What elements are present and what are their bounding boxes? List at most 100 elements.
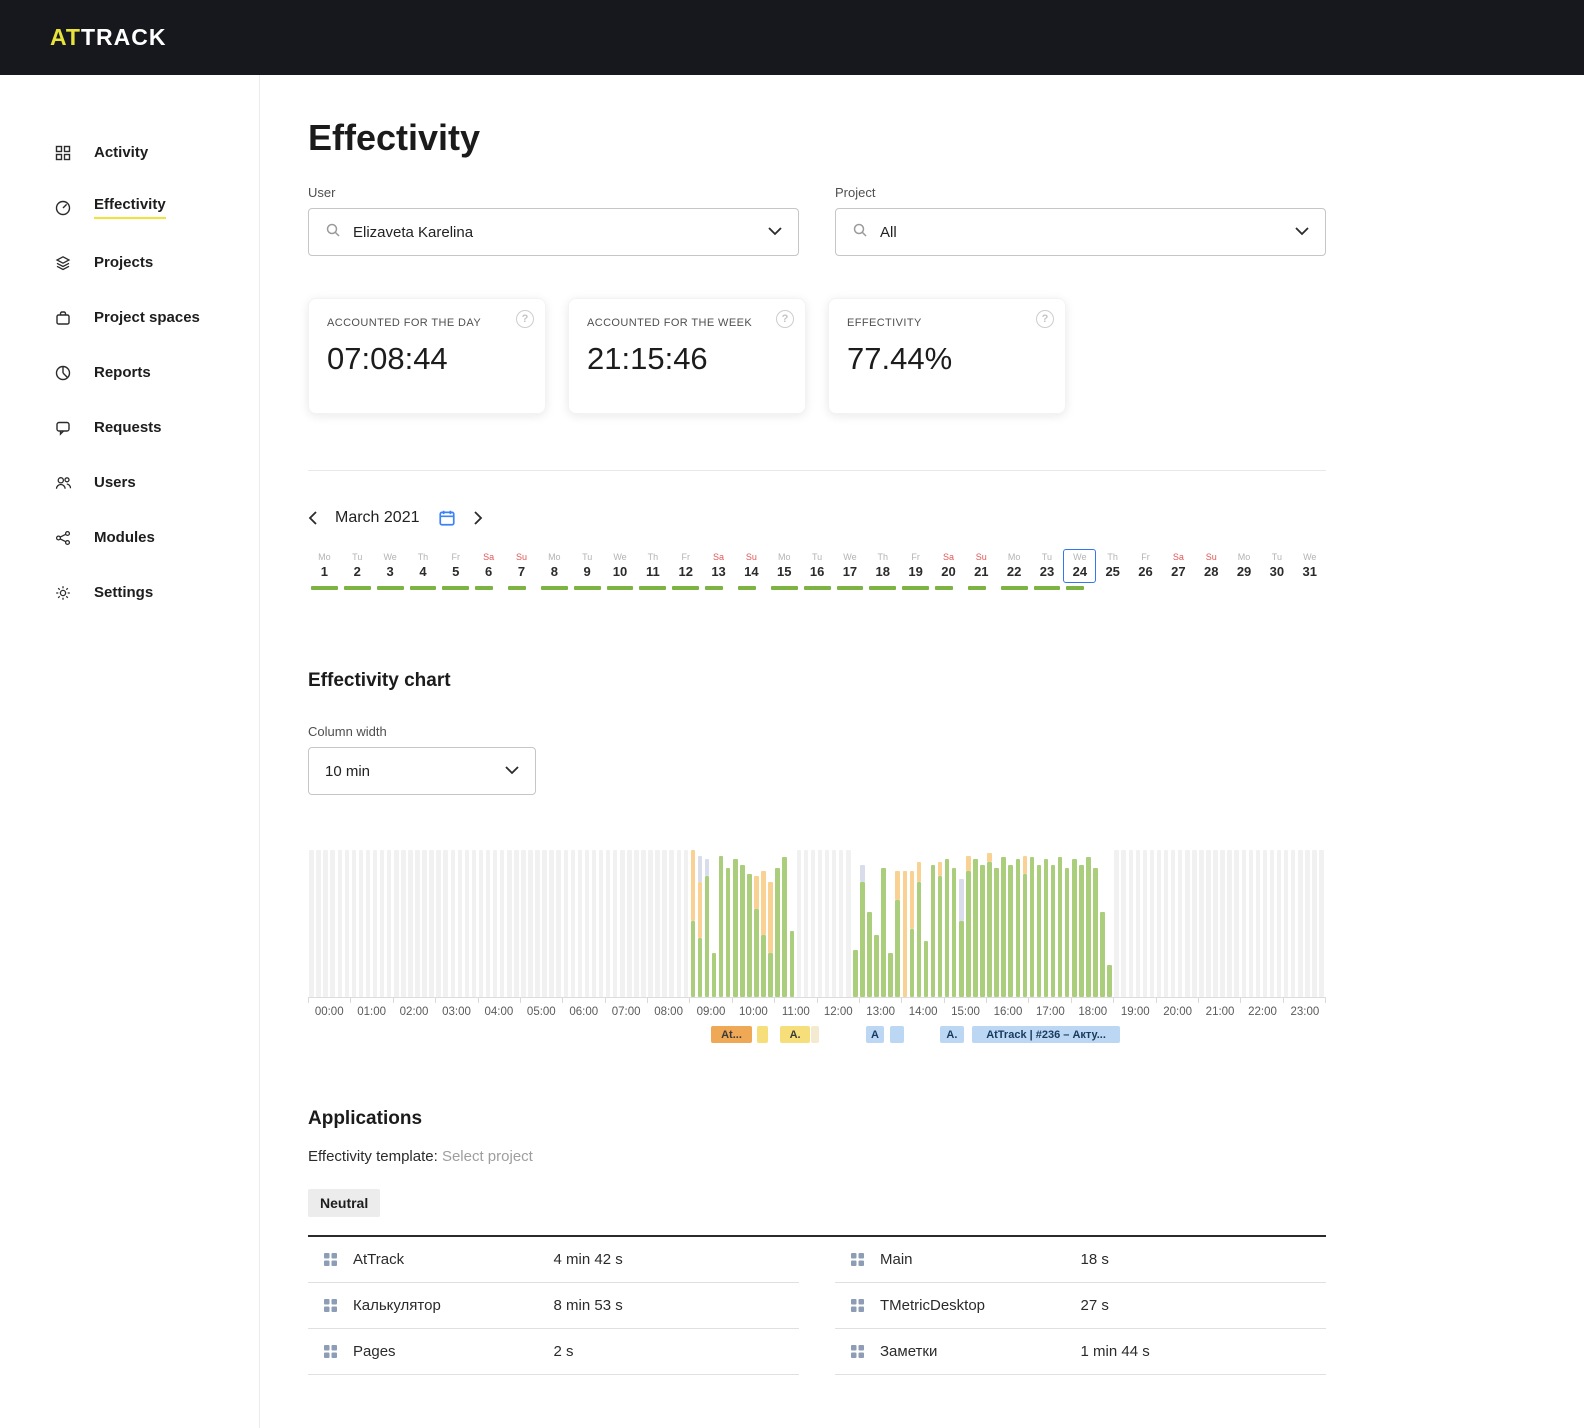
chart-bar [393,850,400,997]
timeline-task-chip[interactable] [756,1026,769,1043]
sidebar-item-project-spaces[interactable]: Project spaces [0,290,259,345]
timeline-task-chip[interactable]: At... [711,1026,752,1043]
column-width-select[interactable]: 10 min [308,747,536,795]
logo-secondary: TRACK [80,24,167,50]
chart-bar [1021,850,1028,997]
day-number: 20 [941,564,956,579]
chart-bar [478,850,485,997]
timeline-task-chip[interactable] [810,1026,820,1043]
timeline-task-chip[interactable] [890,1026,904,1043]
calendar-day-27[interactable]: Sa 27 [1162,549,1195,590]
sidebar-item-projects[interactable]: Projects [0,235,259,290]
help-icon[interactable]: ? [516,310,534,328]
calendar-day-28[interactable]: Su 28 [1195,549,1228,590]
timeline-task-chip[interactable]: A [865,1026,885,1043]
calendar-day-24[interactable]: We 24 [1063,549,1097,590]
app-grid-icon [323,1344,338,1359]
sidebar-item-activity[interactable]: Activity [0,125,259,180]
day-number: 4 [419,564,427,579]
calendar-day-29[interactable]: Mo 29 [1228,549,1261,590]
calendar-day-6[interactable]: Sa 6 [472,549,505,590]
chart-bar [463,850,470,997]
chart-bar [1290,850,1297,997]
calendar-day-2[interactable]: Tu 2 [341,549,374,590]
sidebar-item-modules[interactable]: Modules [0,510,259,565]
sidebar-item-requests[interactable]: Requests [0,400,259,455]
calendar-day-7[interactable]: Su 7 [505,549,538,590]
day-number: 25 [1105,564,1120,579]
calendar-day-19[interactable]: Fr 19 [899,549,932,590]
category-badge-neutral[interactable]: Neutral [308,1189,381,1217]
calendar-day-8[interactable]: Mo 8 [538,549,571,590]
project-select[interactable]: All [835,208,1326,256]
calendar-day-11[interactable]: Th 11 [636,549,669,590]
chevron-down-icon [1295,223,1309,241]
prev-month-button[interactable] [308,511,317,525]
calendar-day-9[interactable]: Tu 9 [571,549,604,590]
chart-bar [845,850,852,997]
calendar-icon[interactable] [438,509,456,527]
day-of-week-label: We [613,552,627,562]
stats-row: ACCOUNTED FOR THE DAY 07:08:44 ? ACCOUNT… [308,298,1326,414]
chart-bar [1304,850,1311,997]
calendar-day-14[interactable]: Su 14 [735,549,768,590]
calendar-day-4[interactable]: Th 4 [407,549,440,590]
day-number: 28 [1203,564,1219,579]
calendar-day-17[interactable]: We 17 [834,549,867,590]
calendar-day-1[interactable]: Mo 1 [308,549,341,590]
x-axis-label: 06:00 [569,1006,599,1018]
chart-bar [548,850,555,997]
calendar-day-31[interactable]: We 31 [1293,549,1326,590]
day-of-week-label: Su [1205,552,1217,562]
chart-bar [1099,850,1106,997]
chart-bar [908,850,915,997]
application-row: Pages 2 s [308,1329,799,1375]
help-icon[interactable]: ? [776,310,794,328]
sidebar-item-reports[interactable]: Reports [0,345,259,400]
calendar-day-10[interactable]: We 10 [604,549,637,590]
page-title: Effectivity [308,117,481,158]
calendar-day-16[interactable]: Tu 16 [801,549,834,590]
sidebar-item-users[interactable]: Users [0,455,259,510]
calendar-day-30[interactable]: Tu 30 [1260,549,1293,590]
calendar-day-18[interactable]: Th 18 [866,549,899,590]
next-month-button[interactable] [473,511,483,525]
day-of-week-label: Fr [451,552,461,562]
calendar-day-26[interactable]: Fr 26 [1129,549,1162,590]
help-icon[interactable]: ? [1036,310,1054,328]
app-logo[interactable]: ATTRACK [50,24,166,51]
chart-bar [626,850,633,997]
chart-bar [527,850,534,997]
chart-bar [1261,850,1268,997]
calendar-day-15[interactable]: Mo 15 [768,549,801,590]
user-select[interactable]: Elizaveta Karelina [308,208,799,256]
timeline-task-chip[interactable]: A. [940,1026,964,1043]
day-number: 24 [1072,564,1088,579]
application-duration: 8 min 53 s [553,1297,623,1314]
day-number: 21 [974,564,989,579]
main-area: Effectivity User Elizaveta Karelina Proj… [260,75,1584,1428]
calendar-day-21[interactable]: Su 21 [965,549,998,590]
sidebar-item-effectivity[interactable]: Effectivity [0,180,259,235]
calendar-day-3[interactable]: We 3 [374,549,407,590]
calendar-day-12[interactable]: Fr 12 [669,549,702,590]
timeline-task-chip[interactable]: AtTrack | #236 – Акту... [971,1026,1121,1043]
calendar-day-20[interactable]: Sa 20 [932,549,965,590]
calendar-day-23[interactable]: Tu 23 [1031,549,1064,590]
x-axis-label: 14:00 [908,1006,938,1018]
timeline-task-chip[interactable]: A. [780,1026,810,1043]
day-of-week-label: Su [515,552,527,562]
calendar-day-13[interactable]: Sa 13 [702,549,735,590]
chart-bar [661,850,668,997]
day-number: 27 [1171,564,1186,579]
sidebar-item-settings[interactable]: Settings [0,565,259,620]
calendar-day-22[interactable]: Mo 22 [998,549,1031,590]
chart-bar [1247,850,1254,997]
calendar-day-5[interactable]: Fr 5 [439,549,472,590]
calendar-day-strip: Mo 1 Tu 2 We 3 Th 4 Fr 5 Sa 6 Su 7 Mo 8 Tu 9 We 10 Th 11 Fr 12 S… [308,549,1326,590]
chart-bar [407,850,414,997]
day-activity-bar [540,586,568,590]
select-project-link[interactable]: Select project [441,1148,533,1165]
stat-card-effectivity: EFFECTIVITY 77.44% ? [828,298,1066,414]
calendar-day-25[interactable]: Th 25 [1096,549,1129,590]
